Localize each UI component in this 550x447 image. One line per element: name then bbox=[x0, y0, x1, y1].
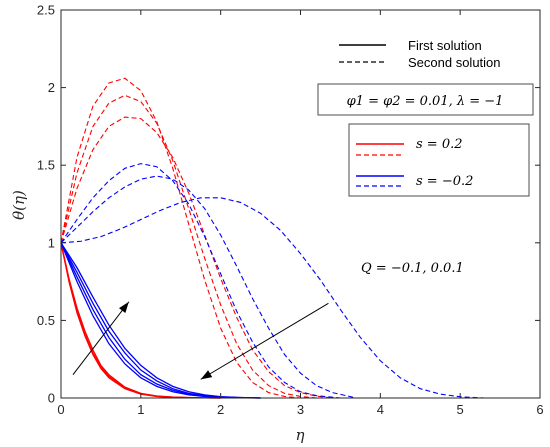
series-layer bbox=[60, 77, 485, 399]
legend-s-red-label: s = 0.2 bbox=[416, 137, 463, 152]
params-box-text: φ1 = φ2 = 0.01, λ = −1 bbox=[347, 94, 504, 109]
legend-dashed-label: Second solution bbox=[408, 55, 501, 70]
x-tick-label: 4 bbox=[377, 402, 384, 417]
y-tick-label: 1.5 bbox=[37, 158, 55, 173]
legend-s-blue-label: s = −0.2 bbox=[416, 174, 473, 189]
legend-linestyle: First solution Second solution bbox=[339, 38, 501, 70]
x-tick-label: 0 bbox=[57, 402, 64, 417]
annotation-arrow-2 bbox=[200, 302, 329, 380]
x-axis-label: η bbox=[296, 426, 305, 444]
x-tick-label: 5 bbox=[457, 402, 464, 417]
legend-solid-label: First solution bbox=[408, 38, 482, 53]
params-box: φ1 = φ2 = 0.01, λ = −1 bbox=[317, 83, 534, 116]
series-line-3 bbox=[60, 242, 221, 399]
plot-area bbox=[61, 10, 540, 398]
annotation-arrow-1 bbox=[72, 301, 130, 376]
y-tick-label: 2 bbox=[48, 80, 55, 95]
legend-s-frame bbox=[348, 123, 530, 197]
x-tick-label: 1 bbox=[137, 402, 144, 417]
y-tick-label: 0 bbox=[48, 391, 55, 406]
y-axis-label: θ(η) bbox=[10, 190, 28, 220]
series-line-13 bbox=[60, 197, 485, 399]
params-box-frame bbox=[317, 83, 534, 116]
series-line-9 bbox=[60, 94, 317, 399]
annotation-arrowhead-1 bbox=[118, 301, 129, 313]
x-tick-label: 2 bbox=[217, 402, 224, 417]
tick-layer: 0 1 2 3 4 5 6 0 0.5 1 1.5 2 2.5 bbox=[37, 3, 544, 418]
legend-s: s = 0.2 s = −0.2 bbox=[348, 123, 530, 197]
x-tick-label: 6 bbox=[536, 402, 543, 417]
y-tick-label: 0.5 bbox=[37, 313, 55, 328]
x-tick-label: 3 bbox=[297, 402, 304, 417]
y-tick-label: 2.5 bbox=[37, 3, 55, 18]
y-tick-label: 1 bbox=[48, 235, 55, 250]
series-line-11 bbox=[60, 163, 341, 399]
annotation-q: Q = −0.1, 0.0.1 bbox=[361, 261, 464, 276]
series-line-12 bbox=[60, 175, 357, 399]
series-line-8 bbox=[60, 77, 301, 399]
series-line-10 bbox=[60, 116, 333, 399]
arrow-layer bbox=[72, 301, 329, 380]
annotation-arrowhead-2 bbox=[200, 370, 213, 380]
